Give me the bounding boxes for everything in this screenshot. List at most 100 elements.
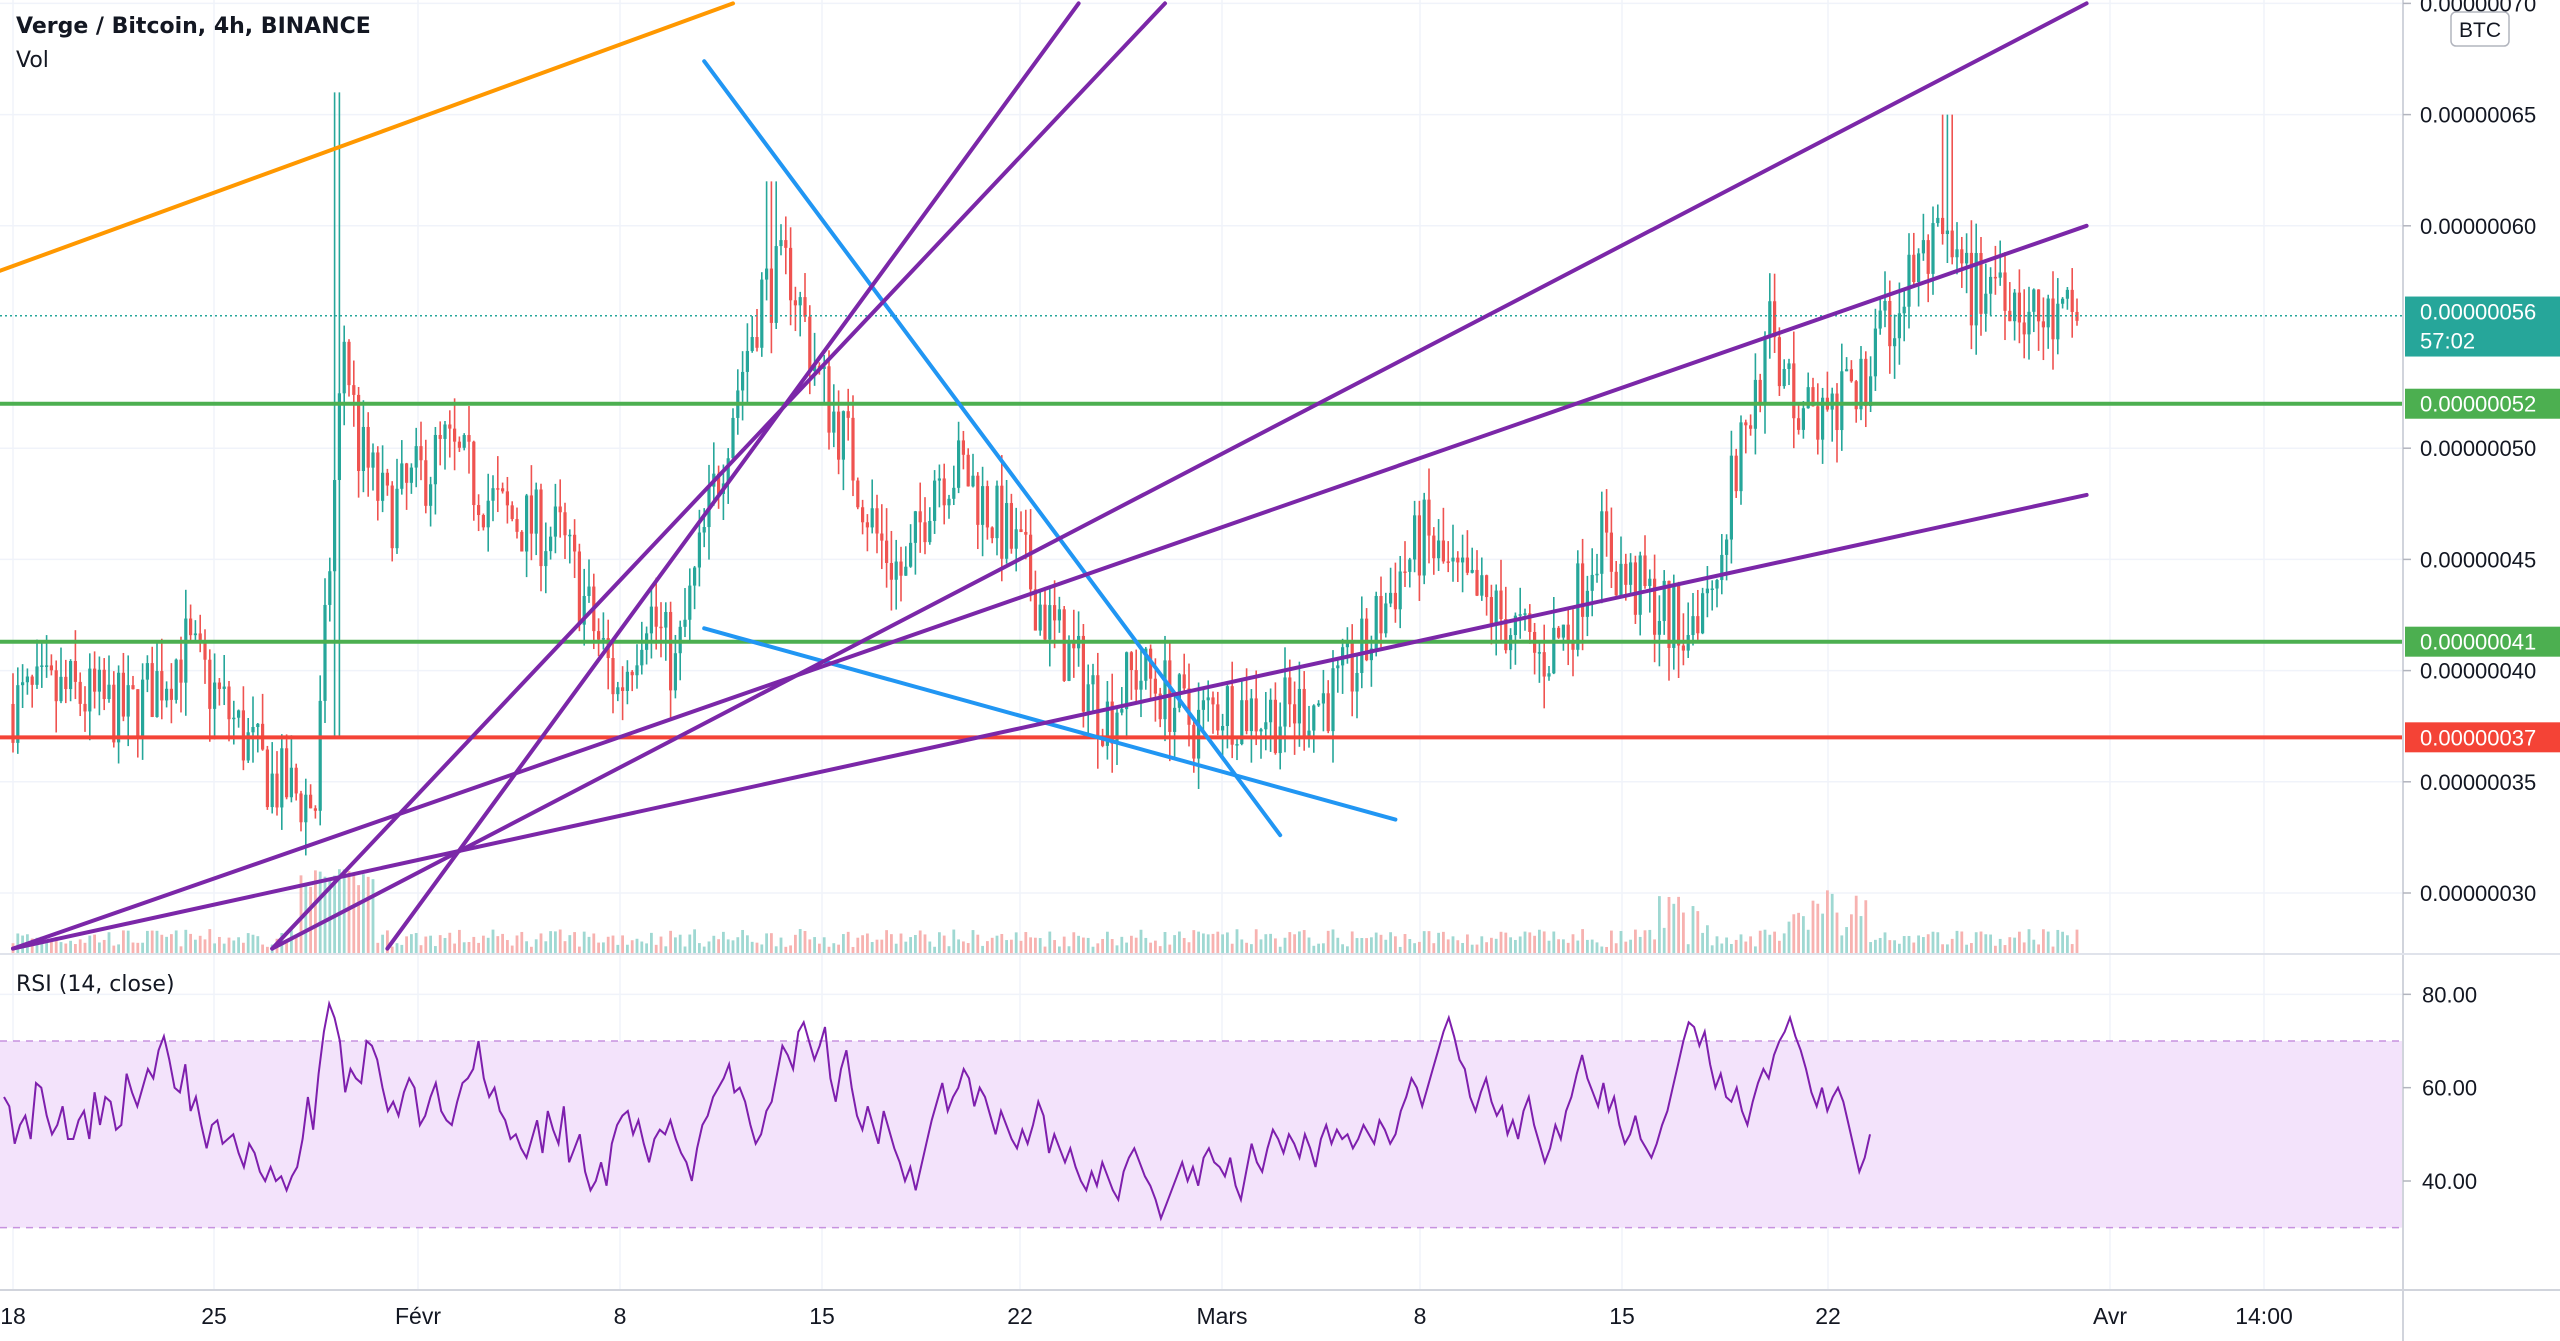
- price-tick-label-4: 0.00000045: [2420, 547, 2536, 572]
- candle-body-426: [2056, 303, 2060, 340]
- volume-bar-152: [741, 929, 744, 953]
- volume-bar-310: [1499, 931, 1503, 953]
- volume-bar-234: [1134, 937, 1138, 953]
- volume-bar-316: [1528, 932, 1532, 953]
- volume-bar-7: [45, 940, 48, 953]
- volume-bar-130: [635, 938, 639, 953]
- volume-bar-113: [554, 931, 557, 953]
- volume-bar-189: [918, 930, 922, 953]
- trend-lines[interactable]: [0, 1, 2089, 951]
- candle-body-381: [1840, 371, 1844, 431]
- volume-bar-277: [1341, 944, 1344, 953]
- volume-bar-366: [1768, 934, 1772, 953]
- candle-body-373: [1801, 408, 1805, 430]
- candle-body-171: [832, 411, 836, 433]
- volume-bar-104: [510, 945, 514, 953]
- volume-bar-10: [59, 942, 63, 953]
- candle-body-117: [573, 534, 577, 552]
- candle-body-138: [673, 653, 677, 691]
- volume-bar-134: [654, 944, 658, 953]
- volume-bar-168: [818, 943, 821, 953]
- candle-body-361: [1744, 422, 1748, 426]
- price-tick-label-5: 0.00000040: [2420, 659, 2536, 684]
- candle-body-288: [1393, 592, 1397, 610]
- candle-body-322: [1557, 627, 1561, 638]
- volume-bar-387: [1869, 942, 1872, 953]
- time-axis[interactable]: 18 25 Févr 8 15 22 Mars 8 15 22 Avr 14:00: [0, 1303, 2293, 1329]
- volume-bar-367: [1773, 931, 1776, 953]
- volume-bar-157: [765, 933, 768, 953]
- candle-body-230: [1115, 712, 1119, 744]
- volume-bar-163: [794, 934, 797, 953]
- candle-body-318: [1537, 652, 1541, 654]
- volume-bar-249: [1206, 934, 1210, 953]
- candle-body-90: [443, 424, 447, 439]
- candle-body-396: [1912, 254, 1916, 283]
- volume-bar-361: [1744, 941, 1748, 953]
- volume-bar-264: [1278, 946, 1282, 953]
- candle-body-261: [1264, 722, 1268, 730]
- candle-body-207: [1005, 503, 1009, 559]
- candle-body-64: [318, 700, 322, 811]
- candle-body-427: [2061, 298, 2065, 304]
- volume-indicator-label[interactable]: Vol: [16, 48, 49, 73]
- candle-body-398: [1921, 240, 1925, 254]
- horizontal-lines[interactable]: [0, 315, 2403, 740]
- candle-body-67: [333, 480, 337, 572]
- volume-bar-257: [1245, 942, 1248, 953]
- trend-line-7: [385, 1, 1081, 951]
- volume-bar-395: [1907, 935, 1911, 953]
- volume-bar-260: [1259, 939, 1263, 953]
- candle-body-233: [1129, 652, 1133, 671]
- volume-bar-229: [1110, 939, 1114, 953]
- candle-body-314: [1518, 614, 1522, 616]
- volume-bar-302: [1461, 942, 1464, 953]
- candle-body-290: [1403, 571, 1407, 573]
- candle-body-357: [1725, 539, 1729, 555]
- rsi-axis[interactable]: 80.00 60.00 40.00: [2403, 982, 2477, 1194]
- candle-body-360: [1739, 422, 1743, 492]
- volume-bar-430: [2075, 929, 2079, 953]
- volume-bar-351: [1696, 911, 1700, 953]
- candle-body-88: [433, 434, 437, 485]
- candle-body-332: [1605, 511, 1609, 533]
- candle-body-285: [1379, 595, 1383, 634]
- volume-bar-78: [386, 930, 389, 953]
- candle-body-379: [1830, 393, 1834, 410]
- candle-body-259: [1254, 698, 1258, 732]
- rsi-line: [3, 1000, 1871, 1222]
- candle-body-39: [198, 633, 202, 641]
- volume-bar-263: [1274, 938, 1277, 953]
- candle-body-331: [1600, 511, 1604, 574]
- candle-body-315: [1523, 613, 1527, 615]
- volume-bar-315: [1523, 931, 1527, 953]
- volume-bar-35: [179, 946, 183, 953]
- candle-body-232: [1125, 652, 1129, 710]
- volume-bar-274: [1326, 930, 1330, 953]
- volume-bar-103: [506, 940, 509, 953]
- volume-bar-383: [1850, 914, 1853, 953]
- candle-body-220: [1067, 642, 1071, 681]
- price-tick-label-7: 0.00000030: [2420, 881, 2536, 906]
- candle-body-423: [2041, 321, 2045, 328]
- volume-bar-161: [784, 946, 788, 953]
- candle-body-327: [1581, 563, 1585, 617]
- candle-body-9: [54, 670, 58, 702]
- candle-body-70: [347, 341, 351, 386]
- candle-body-302: [1461, 557, 1465, 563]
- candle-body-183: [889, 563, 893, 580]
- volume-bar-9: [54, 936, 58, 953]
- candle-body-227: [1101, 736, 1105, 746]
- volume-bar-426: [2056, 929, 2060, 953]
- rsi-indicator-label[interactable]: RSI (14, close): [16, 972, 175, 997]
- candle-body-218: [1057, 609, 1061, 621]
- volume-bar-21: [112, 945, 116, 953]
- price-tick-label-2: 0.00000060: [2420, 214, 2536, 239]
- volume-bar-155: [755, 942, 759, 953]
- volume-bar-278: [1346, 946, 1349, 953]
- candle-body-111: [544, 551, 548, 567]
- price-axis[interactable]: 0.000000700.000000650.000000600.00000050…: [2403, 0, 2536, 906]
- candle-body-406: [1960, 249, 1964, 264]
- volume-bar-248: [1202, 933, 1205, 953]
